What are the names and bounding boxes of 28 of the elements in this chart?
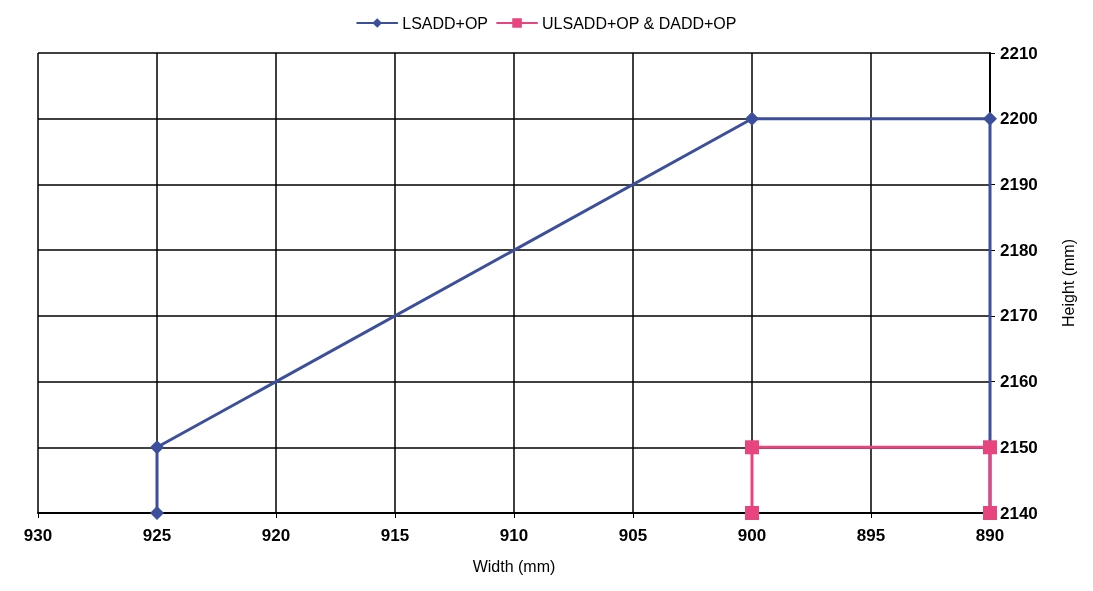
x-tick-label: 895: [856, 526, 886, 545]
x-tick-label: 930: [23, 526, 53, 545]
x-tick-label: 920: [261, 526, 291, 545]
legend-label: ULSADD+OP & DADD+OP: [542, 14, 737, 32]
point: [150, 440, 164, 455]
x-tick-label: 925: [142, 526, 172, 545]
y-tick-label: 2160: [1000, 372, 1038, 392]
x-tick-label: 910: [499, 526, 529, 545]
y-tick-label: 2140: [1000, 503, 1038, 523]
y-tick-label: 2170: [1000, 306, 1038, 326]
x-axis-title: Width (mm): [472, 557, 556, 575]
point: [983, 111, 997, 126]
x-tick-label: 900: [737, 526, 767, 545]
point: [983, 440, 997, 455]
x-tick-label: 905: [618, 526, 648, 545]
x-tick-label: 890: [975, 526, 1005, 545]
x-tick-label: 915: [380, 526, 410, 545]
point: [745, 440, 759, 455]
y-tick-label: 2210: [1000, 43, 1038, 63]
point: [150, 506, 164, 520]
y-axis-title: Height (mm): [1059, 238, 1077, 328]
point: [745, 111, 759, 126]
y-tick-label: 2200: [1000, 109, 1038, 129]
y-tick-label: 2180: [1000, 240, 1038, 260]
point: [745, 506, 759, 520]
y-tick-label: 2190: [1000, 174, 1038, 194]
y-tick-label: 2150: [1000, 437, 1038, 457]
legend-label: LSADD+OP: [402, 14, 489, 32]
